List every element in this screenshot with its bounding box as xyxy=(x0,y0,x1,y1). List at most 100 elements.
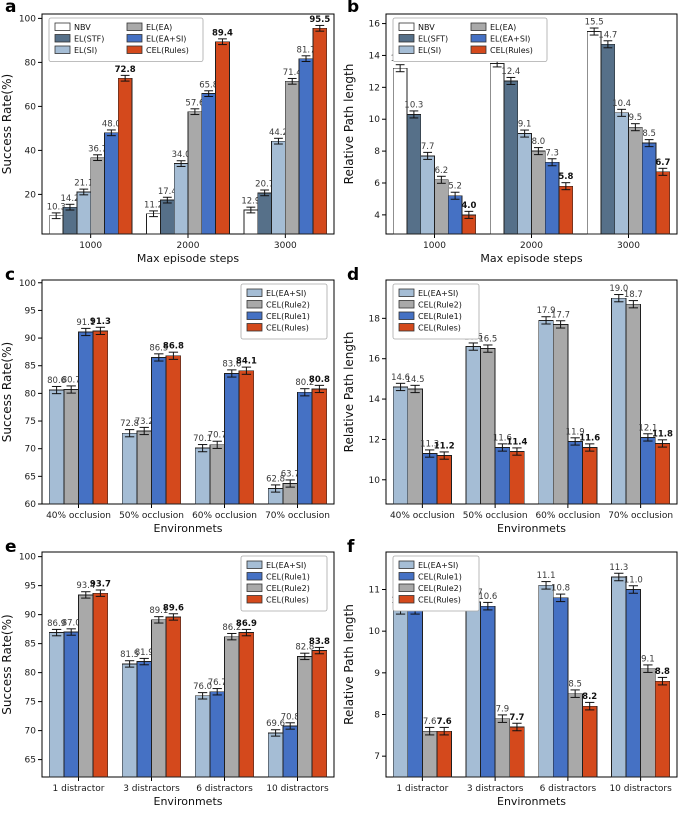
legend-label-EL(STF): EL(STF) xyxy=(74,35,104,44)
bar-CEL(Rule1)-6 distractors xyxy=(209,691,225,778)
bar-CEL(Rules)-6 distractors xyxy=(582,705,598,778)
bar-value-label: 95.5 xyxy=(309,15,330,25)
bar-EL(EA+SI)-3000 xyxy=(298,58,314,235)
bar-value-label: 20.7 xyxy=(255,180,274,190)
bars: 80.6 72.8 70.1 62.8 80.7 73.2 70.7 63.7 91.1 86.5… xyxy=(47,317,330,505)
legend-label-CEL(Rules): CEL(Rules) xyxy=(418,596,461,605)
bar-EL(EA)-2000 xyxy=(187,111,203,235)
bar-CEL(Rule2)-50% occlusion xyxy=(480,348,496,505)
y-axis: 60 65 70 75 80 85 90 95 100 xyxy=(19,279,42,510)
bar-CEL(Rule1)-70% occlusion xyxy=(640,437,656,505)
bar-EL(EA)-3000 xyxy=(284,80,300,235)
bar-value-label: 62.8 xyxy=(266,474,285,484)
bar-value-label: 12.4 xyxy=(501,67,520,77)
bar-value-label: 11.6 xyxy=(493,433,512,443)
legend-box xyxy=(392,555,480,612)
bar-CEL(Rule1)-50% occlusion xyxy=(151,357,167,505)
panel-b: b 4 6 8 10 12 14 16 1000 2000 3000 Max episode ste… xyxy=(342,0,685,268)
bar-value-label: 5.2 xyxy=(448,182,462,192)
bar-CEL(Rules)-60% occlusion xyxy=(582,447,598,505)
bar-EL(STF)-1000 xyxy=(62,206,78,235)
y-tick-label: 12 xyxy=(369,83,380,93)
bar-CEL(Rules)-50% occlusion xyxy=(165,355,182,505)
bar-value-label: 70.1 xyxy=(193,434,212,444)
legend-label-EL(EA+SI): EL(EA+SI) xyxy=(490,35,530,44)
y-axis-title: Relative Path length xyxy=(342,604,356,725)
y-axis-title: Success Rate(%) xyxy=(0,74,14,174)
legend-swatch-EL(SI) xyxy=(54,45,71,54)
x-tick-label: 1 distractor xyxy=(53,784,105,794)
legend-label-CEL(Rules): CEL(Rules) xyxy=(146,46,189,55)
legend-swatch-EL(EA+SI) xyxy=(398,288,415,297)
legend-swatch-EL(EA+SI) xyxy=(126,34,143,43)
bar-CEL(Rule1)-3 distractors xyxy=(480,605,496,778)
bar-value-label: 11.1 xyxy=(537,571,556,581)
legend-label-CEL(Rule2): CEL(Rule2) xyxy=(266,301,310,310)
bar-CEL(Rule1)-10 distractors xyxy=(282,725,298,778)
bar-value-label: 5.8 xyxy=(558,172,573,182)
bar-value-label: 81.5 xyxy=(120,650,139,660)
bar-EL(EA+SI)-1000 xyxy=(447,195,463,235)
bar-EL(EA+SI)-6 distractors xyxy=(538,584,554,778)
y-axis-title: Success Rate(%) xyxy=(0,342,14,442)
y-axis: 10 12 14 16 18 xyxy=(369,314,386,486)
x-tick-label: 1000 xyxy=(423,241,446,251)
legend-label-EL(EA): EL(EA) xyxy=(146,23,172,32)
bar-EL(SFT)-3000 xyxy=(600,43,616,235)
bar-value-label: 10.3 xyxy=(404,100,423,110)
bar-value-label: 7.6 xyxy=(423,717,437,727)
bar-value-label: 91.3 xyxy=(90,317,111,327)
legend-swatch-NBV xyxy=(398,22,415,31)
legend-swatch-CEL(Rules) xyxy=(246,595,263,604)
legend-box xyxy=(392,283,480,340)
bar-value-label: 89.4 xyxy=(212,28,233,38)
bar-NBV-2000 xyxy=(489,63,505,235)
bar-value-label: 9.1 xyxy=(641,654,655,664)
bar-EL(EA+SI)-3 distractors xyxy=(121,663,138,778)
panel-label-a: a xyxy=(5,0,17,17)
y-tick-label: 7 xyxy=(374,752,380,762)
bar-EL(EA+SI)-2000 xyxy=(201,93,216,235)
bar-EL(EA)-3000 xyxy=(628,126,643,235)
bar-EL(STF)-3000 xyxy=(257,192,272,235)
x-axis: 1 distractor 3 distractors 6 distractors 10… xyxy=(396,777,672,794)
bar-CEL(Rule2)-6 distractors xyxy=(224,636,240,778)
x-tick-label: 6 distractors xyxy=(196,784,253,794)
legend-label-CEL(Rule1): CEL(Rule1) xyxy=(266,312,310,321)
bar-value-label: 44.2 xyxy=(269,128,288,138)
bar-value-label: 11.3 xyxy=(420,439,439,449)
legend-swatch-EL(STF) xyxy=(54,34,71,43)
bar-value-label: 76.7 xyxy=(208,678,227,688)
bar-value-label: 86.9 xyxy=(236,619,257,629)
bar-value-label: 86.9 xyxy=(47,619,66,629)
bar-EL(EA+SI)-6 distractors xyxy=(194,695,211,778)
legend-label-EL(EA+SI): EL(EA+SI) xyxy=(266,289,306,298)
bar-value-label: 86.2 xyxy=(222,623,241,633)
legend-swatch-CEL(Rule2) xyxy=(398,300,415,309)
legend-swatch-CEL(Rule1) xyxy=(246,572,263,581)
chart-b: 4 6 8 10 12 14 16 1000 2000 3000 Max episode steps… xyxy=(342,13,678,265)
bar-value-label: 14.5 xyxy=(406,375,425,385)
bar-value-label: 9.5 xyxy=(629,113,643,123)
bar-CEL(Rule1)-10 distractors xyxy=(625,589,642,778)
bar-value-label: 8.5 xyxy=(642,129,656,139)
legend-label-EL(EA+SI): EL(EA+SI) xyxy=(146,35,186,44)
bar-value-label: 87.0 xyxy=(62,618,81,628)
bars: 13.213.515.510.312.414.77.79.110.46.28.0… xyxy=(391,18,670,235)
legend-swatch-CEL(Rule1) xyxy=(246,311,263,320)
bar-CEL(Rules)-1000 xyxy=(117,77,133,235)
bar-value-label: 18.7 xyxy=(624,290,643,300)
legend: EL(EA+SI) CEL(Rule1) CEL(Rule2) CEL(Rules) xyxy=(240,555,328,612)
legend-label-EL(EA): EL(EA) xyxy=(490,23,516,32)
bar-value-label: 80.2 xyxy=(295,378,314,388)
y-tick-label: 90 xyxy=(25,611,37,621)
bar-value-label: 93.7 xyxy=(90,579,111,589)
x-tick-label: 6 distractors xyxy=(540,784,597,794)
bar-EL(SFT)-2000 xyxy=(503,80,519,235)
panel-f: f 7 8 9 10 11 1 distractor 3 distractors 6 dist… xyxy=(342,537,685,815)
bar-NBV-1000 xyxy=(392,67,408,235)
bar-value-label: 11.3 xyxy=(609,563,628,573)
legend-label-EL(SI): EL(SI) xyxy=(418,46,441,55)
bar-value-label: 6.2 xyxy=(435,166,449,176)
